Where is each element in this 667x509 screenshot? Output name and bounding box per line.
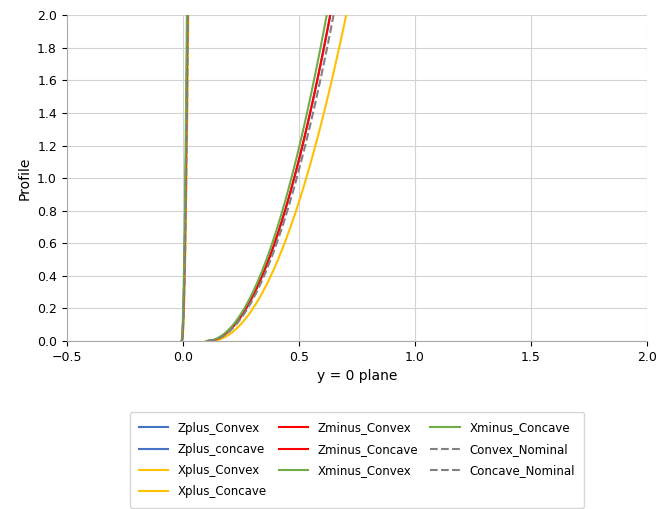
Y-axis label: Profile: Profile <box>17 156 31 200</box>
X-axis label: y = 0 plane: y = 0 plane <box>317 370 397 383</box>
Legend: Zplus_Convex, Zplus_concave, Xplus_Convex, Xplus_Concave, Zminus_Convex, Zminus_: Zplus_Convex, Zplus_concave, Xplus_Conve… <box>129 412 584 508</box>
